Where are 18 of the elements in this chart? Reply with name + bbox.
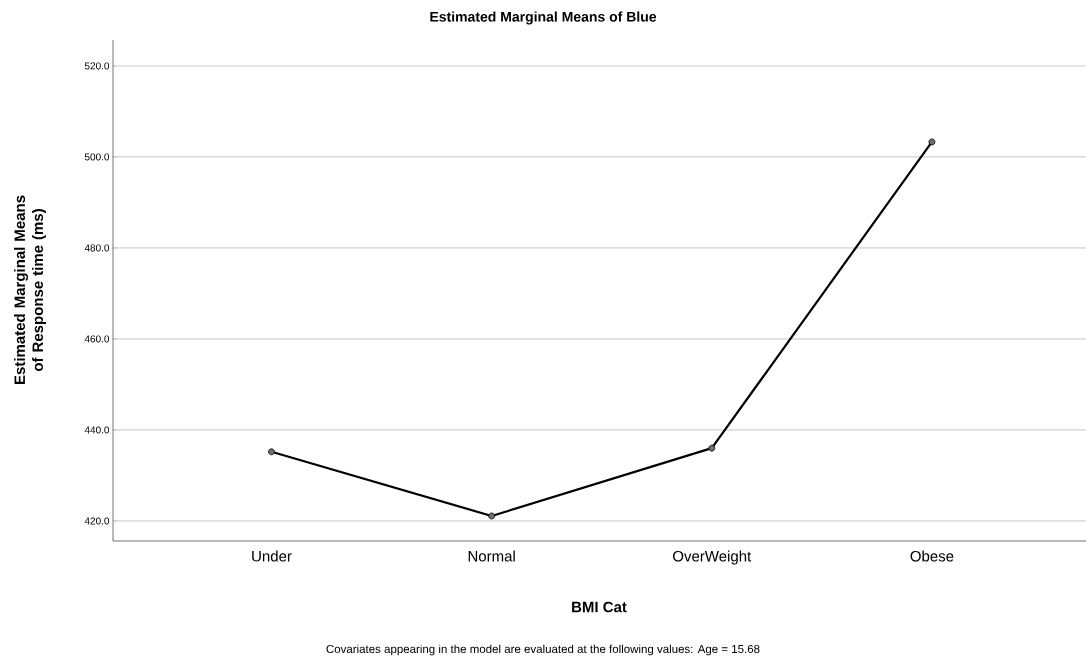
y-tick-label: 460.0 [84,335,110,343]
y-axis-title: Estimated Marginal Means of Response time (ms) [14,195,46,385]
point [488,512,496,520]
x-tick-label: Under [252,550,292,562]
x-tick-label: Obese [910,550,954,562]
chart-title: Estimated Marginal Means of Blue [430,11,657,25]
x-axis-title: BMI Cat [572,601,627,613]
point [928,138,936,146]
y-tick-label: 520.0 [84,62,110,70]
x-tick-label: Normal [468,550,515,562]
y-tick-label: 500.0 [84,153,110,161]
point [268,448,275,456]
y-tick-label: 420.0 [84,517,110,525]
y-tick-label: 480.0 [84,244,110,252]
y-tick-label: 440.0 [84,426,110,434]
point [708,444,716,452]
x-tick-label: OverWeight [673,550,752,565]
text: Covariates appearing in the model are evaluated at the following values: Age = 15.68 [326,644,760,656]
